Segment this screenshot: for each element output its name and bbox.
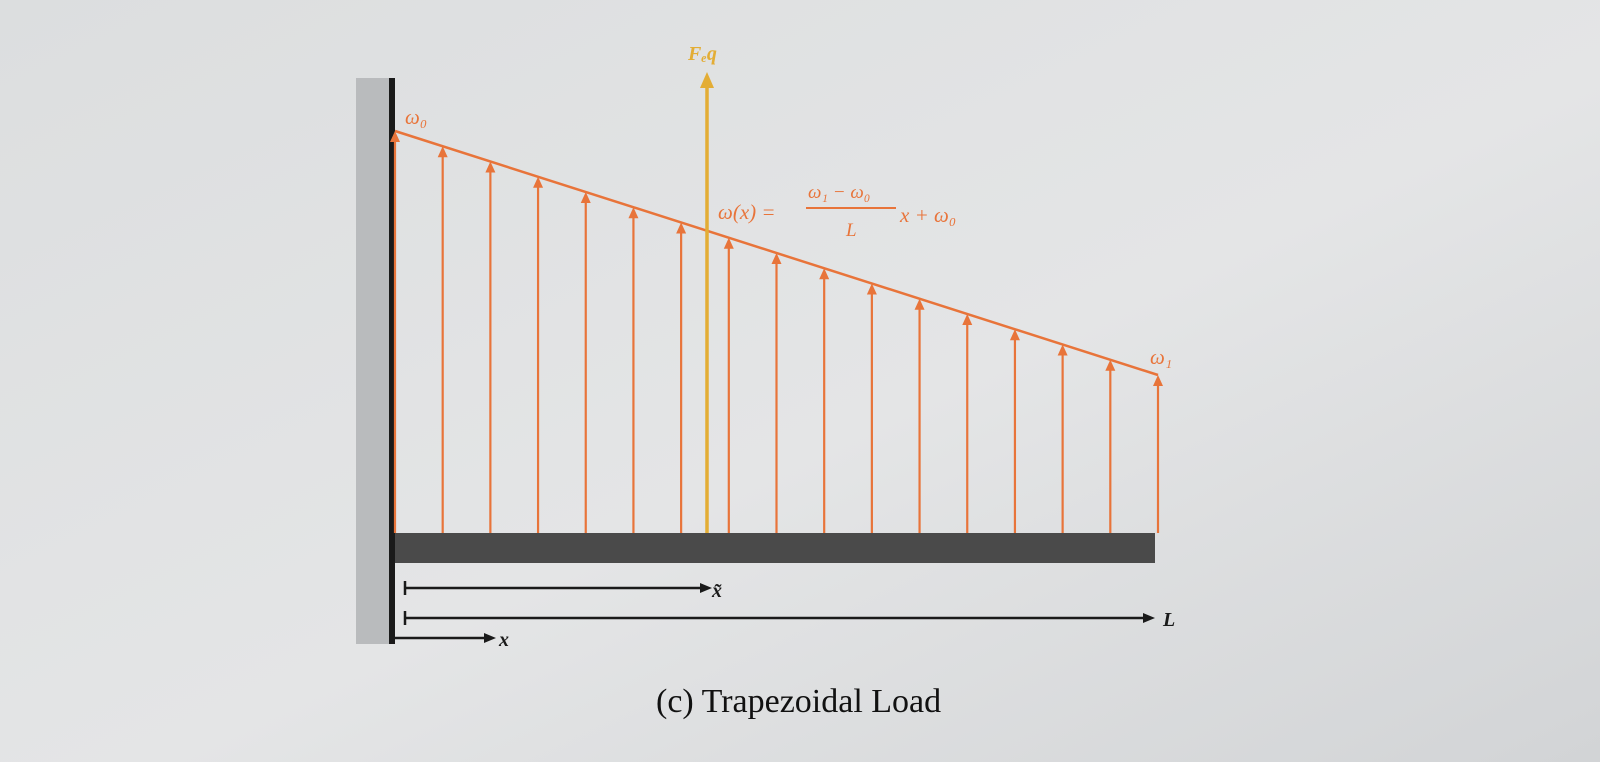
resultant-force-arrowhead [700,72,714,88]
load-arrowhead [390,131,400,142]
load-arrowhead [1009,329,1020,341]
load-arrowhead [866,283,877,295]
load-arrowhead [628,207,639,219]
load-arrowhead [1153,375,1163,386]
resultant-force-arrow [700,72,714,533]
wall-support [356,78,392,644]
load-formula: ω(x) = ω₁ − ω₀ L x + ω₀ [718,182,956,241]
formula-numerator: ω₁ − ω₀ [808,182,870,203]
load-arrowhead [819,268,830,280]
load-arrowhead [771,253,782,264]
load-arrowhead [437,146,448,158]
load-arrowhead [914,298,925,310]
load-arrowhead [1057,344,1068,356]
length-label: L [1162,609,1175,631]
formula-lhs: ω(x) = [718,200,776,224]
load-arrowhead [962,314,973,325]
x-bar-arrowhead [700,583,712,593]
distributed-load-arrows [390,131,1163,533]
load-arrowhead [533,176,544,188]
dimension-lines [395,581,1155,643]
load-profile-line [394,129,1159,377]
w0-label: ω₀ [405,105,427,129]
load-arrowhead [1105,359,1116,371]
x-axis-arrowhead [484,633,496,643]
formula-denominator: L [845,220,857,241]
x-label: x [498,629,509,651]
load-arrowhead [580,192,591,203]
figure-caption: (c) Trapezoidal Load [656,683,941,720]
load-arrowhead [676,222,687,234]
load-arrowhead [485,161,496,173]
beam [395,533,1155,563]
load-arrowhead [723,237,734,249]
length-arrowhead [1143,613,1155,623]
w1-label: ω₁ [1150,345,1172,369]
formula-tail: x + ω₀ [899,203,956,227]
x-bar-label: x̃ [711,580,723,602]
feq-label: Fₑq [687,43,717,65]
